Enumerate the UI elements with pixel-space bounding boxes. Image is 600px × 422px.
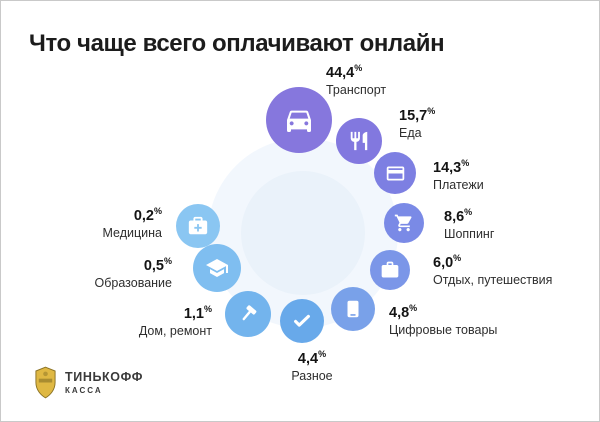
- label-misc: 4,4% Разное: [272, 349, 352, 383]
- car-icon: [287, 110, 311, 132]
- bubble-shopping: [384, 203, 424, 243]
- cart-icon: [394, 214, 412, 232]
- brand-product: КАССА: [65, 386, 103, 395]
- brand-text: ТИНЬКОФФ КАССА: [65, 370, 143, 395]
- smartphone-icon: [347, 300, 359, 318]
- graduation-cap-icon: [206, 259, 228, 277]
- label-payments: 14,3% Платежи: [433, 158, 484, 192]
- category-payments: Платежи: [433, 178, 484, 193]
- value-shopping: 8,6%: [444, 207, 473, 225]
- page-title: Что чаще всего оплачивают онлайн: [29, 30, 445, 58]
- value-home-repair: 1,1%: [183, 304, 212, 322]
- value-misc: 4,4%: [297, 349, 327, 367]
- value-transport: 44,4%: [326, 63, 363, 81]
- value-education: 0,5%: [143, 256, 172, 274]
- utensils-icon: [350, 131, 368, 151]
- bubble-food: [336, 118, 382, 164]
- bubble-transport: [266, 87, 332, 153]
- bubble-digital-goods: [331, 287, 375, 331]
- label-medicine: 0,2% Медицина: [102, 206, 162, 240]
- tinkoff-crest-icon: [35, 366, 56, 399]
- brand-logo: ТИНЬКОФФ КАССА: [34, 366, 143, 399]
- bubble-payments: [374, 152, 416, 194]
- credit-card-icon: [386, 166, 404, 180]
- bubble-home-repair: [225, 291, 271, 337]
- value-digital-goods: 4,8%: [389, 303, 418, 321]
- suitcase-icon: [381, 261, 399, 278]
- label-transport: 44,4% Транспорт: [326, 63, 386, 97]
- bubble-misc: [280, 299, 324, 343]
- value-payments: 14,3%: [433, 158, 470, 176]
- label-education: 0,5% Образование: [95, 256, 172, 290]
- label-digital-goods: 4,8% Цифровые товары: [389, 303, 497, 337]
- checkmark-icon: [294, 314, 310, 327]
- category-education: Образование: [94, 276, 172, 291]
- label-home-repair: 1,1% Дом, ремонт: [139, 304, 212, 338]
- value-food: 15,7%: [399, 106, 436, 124]
- value-travel: 6,0%: [433, 253, 462, 271]
- label-shopping: 8,6% Шоппинг: [444, 207, 494, 241]
- hammer-icon: [242, 305, 257, 321]
- medical-bag-icon: [188, 216, 208, 235]
- category-digital-goods: Цифровые товары: [389, 323, 498, 338]
- label-food: 15,7% Еда: [399, 106, 435, 140]
- category-transport: Транспорт: [326, 83, 387, 98]
- category-medicine: Медицина: [102, 226, 162, 241]
- background-halo-inner: [241, 171, 365, 295]
- category-home-repair: Дом, ремонт: [138, 324, 212, 339]
- value-medicine: 0,2%: [133, 206, 162, 224]
- bubble-medicine: [176, 204, 220, 248]
- category-travel: Отдых, путешествия: [433, 273, 553, 288]
- category-misc: Разное: [291, 369, 333, 384]
- label-travel: 6,0% Отдых, путешествия: [433, 253, 552, 287]
- category-shopping: Шоппинг: [444, 227, 495, 242]
- brand-name: ТИНЬКОФФ: [65, 370, 143, 384]
- category-food: Еда: [399, 126, 422, 141]
- bubble-education: [193, 244, 241, 292]
- bubble-travel: [370, 250, 410, 290]
